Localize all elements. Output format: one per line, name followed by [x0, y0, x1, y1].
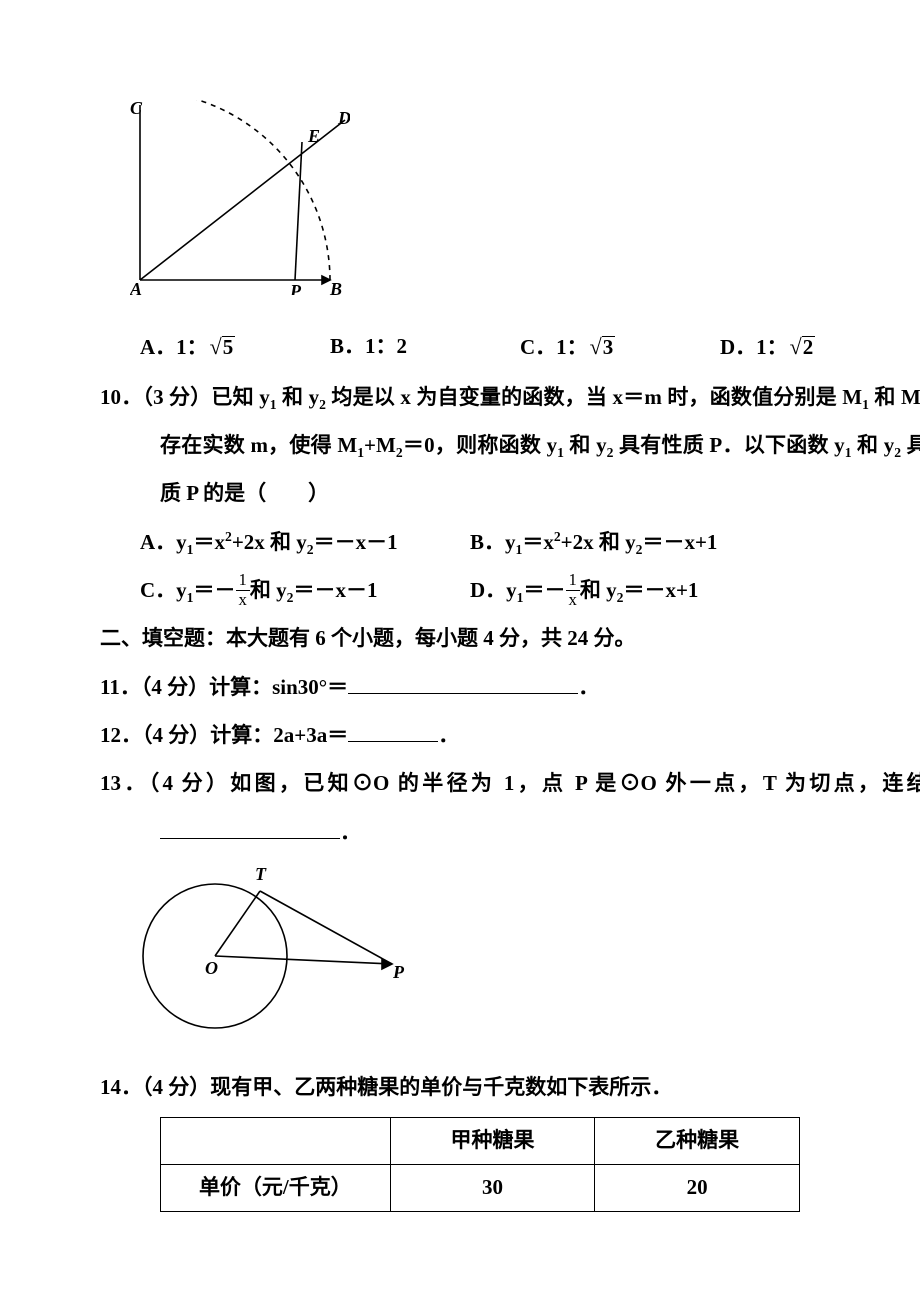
figure-q13: O T P [130, 856, 920, 1053]
question-13: 13．（4 分）如图，已知⊙O 的半径为 1，点 P 是⊙O 外一点，T 为切点… [60, 759, 920, 856]
opt-label: B． [330, 334, 365, 358]
table-row: 甲种糖果 乙种糖果 [161, 1118, 800, 1165]
table-header [161, 1118, 391, 1165]
question-14: 14．（4 分）现有甲、乙两种糖果的单价与千克数如下表所示． [60, 1063, 920, 1111]
section-2-heading: 二、填空题：本大题有 6 个小题，每小题 4 分，共 24 分。 [60, 614, 920, 662]
q10-option-A: A．y1＝x2+2x 和 y2＝－x－1 [140, 518, 470, 566]
label-B: B [329, 279, 342, 295]
q10-option-C: C．y1＝－1x和 y2＝－x－1 [140, 566, 470, 614]
q-points: （3 分） [142, 385, 211, 409]
label-E: E [307, 126, 320, 146]
opt-prefix: 1： [556, 335, 588, 359]
table-header: 乙种糖果 [595, 1118, 800, 1165]
q-number: 11． [100, 675, 141, 699]
question-10: 10．（3 分）已知 y1 和 y2 均是以 x 为自变量的函数，当 x＝m 时… [60, 373, 920, 518]
question-11: 11．（4 分）计算：sin30°＝． [60, 663, 920, 711]
q9-option-A: A．1：5 [140, 322, 330, 373]
label-D: D [337, 108, 350, 128]
label-T: T [255, 864, 267, 884]
q-points: （4 分） [142, 723, 210, 747]
answer-blank[interactable] [348, 722, 438, 742]
sqrt-icon: 3 [588, 322, 616, 373]
table-cell: 单价（元/千克） [161, 1165, 391, 1212]
q9-options: A．1：5 B．1：2 C．1：3 D．1：2 [60, 322, 920, 373]
q-number: 12． [100, 723, 142, 747]
q-text: 计算：sin30°＝ [209, 675, 348, 699]
opt-label: D． [720, 335, 756, 359]
q-number: 13． [100, 771, 149, 795]
candy-price-table: 甲种糖果 乙种糖果 单价（元/千克） 30 20 [160, 1117, 800, 1211]
question-12: 12．（4 分）计算：2a+3a＝． [60, 711, 920, 759]
q-number: 14． [100, 1075, 142, 1099]
q-points: （4 分） [142, 1075, 210, 1099]
q10-options-row1: A．y1＝x2+2x 和 y2＝－x－1 B．y1＝x2+2x 和 y2＝－x+… [60, 518, 920, 566]
opt-label: A． [140, 335, 176, 359]
figure-q9: A B C D E P [130, 100, 920, 312]
label-P: P [392, 962, 405, 982]
q-text: 计算：2a+3a＝ [210, 723, 348, 747]
q-text: 如图，已知⊙O 的半径为 1，点 P 是⊙O 外一点，T 为切点，连结 OT [230, 771, 920, 795]
sqrt-icon: 2 [788, 322, 816, 373]
q-number: 10． [100, 385, 142, 409]
q-text: 现有甲、乙两种糖果的单价与千克数如下表所示． [210, 1075, 672, 1099]
q10-option-B: B．y1＝x2+2x 和 y2＝－x+1 [470, 518, 717, 566]
table-row: 单价（元/千克） 30 20 [161, 1165, 800, 1212]
fraction: 1x [566, 572, 580, 609]
answer-blank[interactable] [348, 674, 578, 694]
q-points: （4 分） [141, 675, 209, 699]
table-cell: 30 [390, 1165, 595, 1212]
opt-prefix: 1： [756, 335, 788, 359]
opt-label: C． [520, 335, 556, 359]
label-P: P [289, 281, 302, 295]
opt-prefix: 1： [176, 335, 208, 359]
q9-option-D: D．1：2 [720, 322, 815, 373]
sqrt-icon: 5 [208, 322, 236, 373]
q13-diagram-svg: O T P [130, 856, 410, 1036]
opt-text: 1：2 [365, 334, 407, 358]
q10-options-row2: C．y1＝－1x和 y2＝－x－1 D．y1＝－1x和 y2＝－x+1 [60, 566, 920, 614]
q-points: （4 分） [149, 771, 231, 795]
q9-diagram-svg: A B C D E P [130, 100, 350, 295]
fraction: 1x [236, 572, 250, 609]
label-O: O [205, 958, 218, 978]
q9-option-B: B．1：2 [330, 322, 520, 373]
table-cell: 20 [595, 1165, 800, 1212]
answer-blank[interactable] [160, 819, 340, 839]
q10-option-D: D．y1＝－1x和 y2＝－x+1 [470, 566, 698, 614]
label-A: A [130, 279, 142, 295]
q9-option-C: C．1：3 [520, 322, 720, 373]
table-header: 甲种糖果 [390, 1118, 595, 1165]
label-C: C [130, 100, 143, 118]
